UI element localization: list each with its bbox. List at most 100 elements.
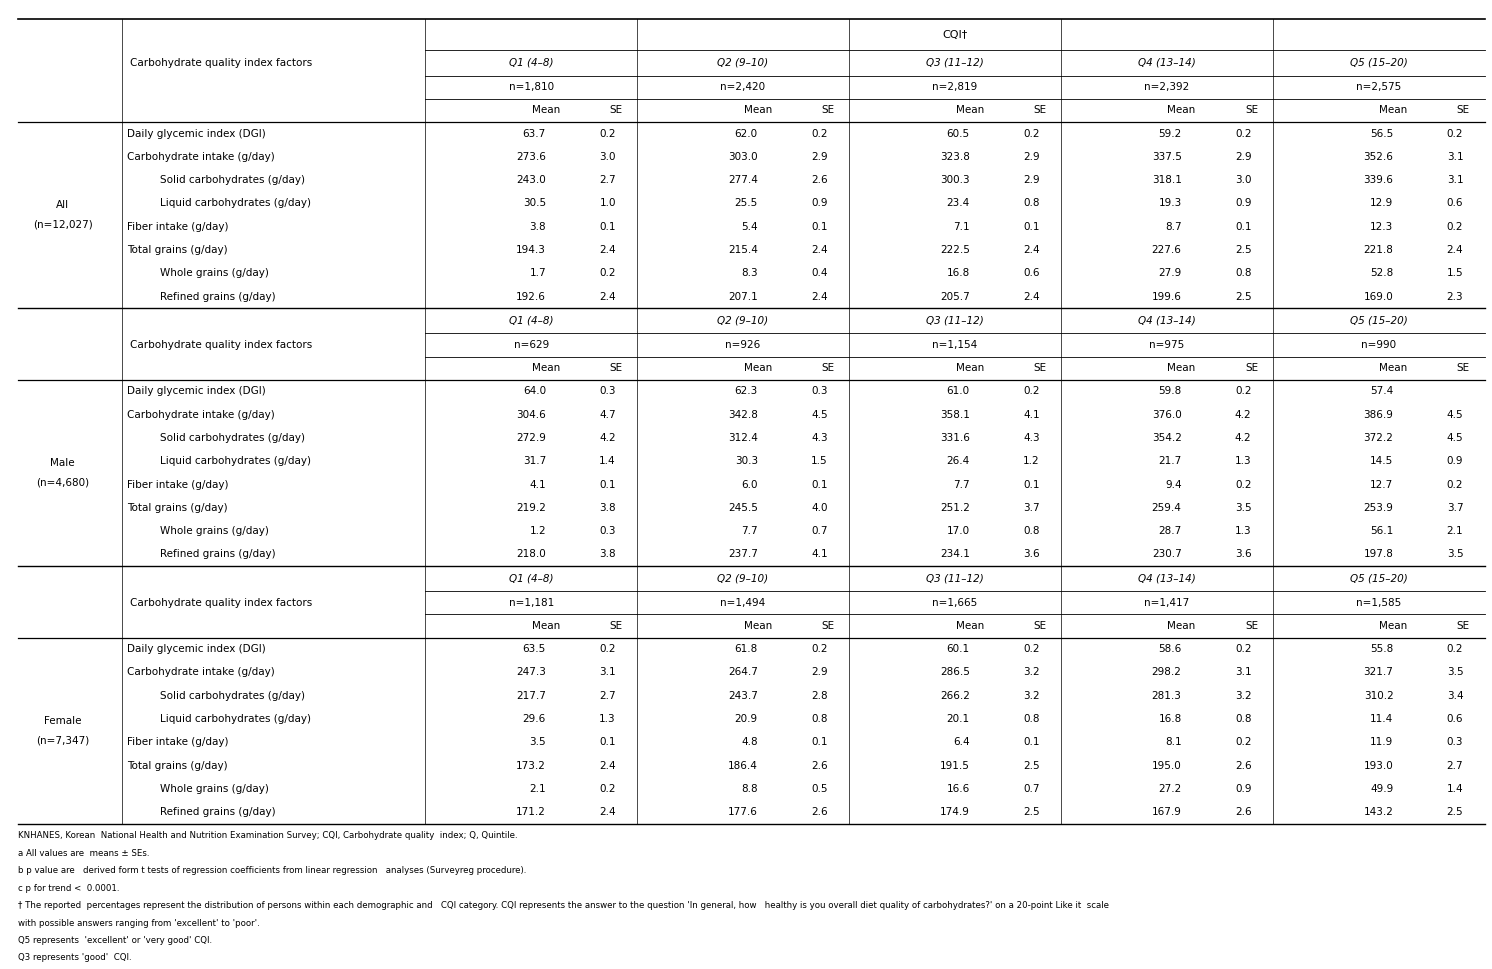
Text: 3.0: 3.0 (1235, 175, 1252, 185)
Text: 3.1: 3.1 (1235, 668, 1252, 677)
Text: 3.5: 3.5 (1447, 549, 1464, 559)
Text: 0.2: 0.2 (600, 129, 616, 139)
Text: SE: SE (1456, 621, 1470, 631)
Text: 2.4: 2.4 (1024, 245, 1040, 255)
Text: 60.5: 60.5 (946, 129, 970, 139)
Text: Q5 represents  'excellent' or 'very good' CQI.: Q5 represents 'excellent' or 'very good'… (18, 936, 212, 945)
Text: 60.1: 60.1 (946, 644, 970, 654)
Text: 0.2: 0.2 (1235, 737, 1252, 747)
Text: 63.5: 63.5 (522, 644, 546, 654)
Text: 23.4: 23.4 (946, 199, 970, 208)
Text: 4.3: 4.3 (1024, 433, 1040, 443)
Text: 3.4: 3.4 (1447, 691, 1464, 701)
Text: Carbohydrate intake (g/day): Carbohydrate intake (g/day) (127, 152, 275, 162)
Text: n=2,575: n=2,575 (1356, 82, 1401, 92)
Text: 0.2: 0.2 (1235, 644, 1252, 654)
Text: Q1 (4–8): Q1 (4–8) (509, 316, 554, 326)
Text: 1.4: 1.4 (1447, 784, 1464, 794)
Text: Whole grains (g/day): Whole grains (g/day) (160, 526, 269, 536)
Text: (n=7,347): (n=7,347) (36, 735, 90, 745)
Text: Liquid carbohydrates (g/day): Liquid carbohydrates (g/day) (160, 199, 310, 208)
Text: c p for trend <  0.0001.: c p for trend < 0.0001. (18, 884, 119, 892)
Text: 193.0: 193.0 (1364, 761, 1394, 770)
Text: 323.8: 323.8 (940, 152, 970, 162)
Text: 376.0: 376.0 (1152, 410, 1182, 420)
Text: 3.8: 3.8 (600, 549, 616, 559)
Text: Q2 (9–10): Q2 (9–10) (718, 574, 768, 583)
Text: 8.8: 8.8 (742, 784, 758, 794)
Text: 17.0: 17.0 (946, 526, 970, 536)
Text: 0.1: 0.1 (600, 480, 616, 489)
Text: Mean: Mean (531, 363, 560, 373)
Text: Mean: Mean (1379, 621, 1407, 631)
Text: 337.5: 337.5 (1152, 152, 1182, 162)
Text: 1.3: 1.3 (1235, 526, 1252, 536)
Text: 0.9: 0.9 (1235, 784, 1252, 794)
Text: 7.1: 7.1 (953, 222, 970, 232)
Text: 2.6: 2.6 (812, 807, 828, 817)
Text: Q4 (13–14): Q4 (13–14) (1138, 58, 1195, 68)
Text: Q3 (11–12): Q3 (11–12) (927, 316, 983, 326)
Text: Solid carbohydrates (g/day): Solid carbohydrates (g/day) (160, 691, 304, 701)
Text: n=2,819: n=2,819 (932, 82, 977, 92)
Text: SE: SE (821, 106, 834, 115)
Text: 0.9: 0.9 (1235, 199, 1252, 208)
Text: 0.7: 0.7 (812, 526, 828, 536)
Text: SE: SE (609, 106, 622, 115)
Text: 8.7: 8.7 (1165, 222, 1182, 232)
Text: 318.1: 318.1 (1152, 175, 1182, 185)
Text: 4.2: 4.2 (1235, 410, 1252, 420)
Text: 273.6: 273.6 (516, 152, 546, 162)
Text: † The reported  percentages represent the distribution of persons within each de: † The reported percentages represent the… (18, 901, 1109, 910)
Text: 2.5: 2.5 (1447, 807, 1464, 817)
Text: 272.9: 272.9 (516, 433, 546, 443)
Text: 61.0: 61.0 (946, 387, 970, 396)
Text: CQI†: CQI† (943, 30, 967, 40)
Text: 218.0: 218.0 (516, 549, 546, 559)
Text: n=1,494: n=1,494 (721, 598, 765, 608)
Text: 0.2: 0.2 (1024, 387, 1040, 396)
Text: 0.1: 0.1 (1235, 222, 1252, 232)
Text: 342.8: 342.8 (728, 410, 758, 420)
Text: n=629: n=629 (513, 340, 549, 350)
Text: 0.2: 0.2 (1024, 644, 1040, 654)
Text: 3.2: 3.2 (1235, 691, 1252, 701)
Text: 247.3: 247.3 (516, 668, 546, 677)
Text: n=1,181: n=1,181 (509, 598, 554, 608)
Text: SE: SE (1244, 621, 1258, 631)
Text: 30.3: 30.3 (734, 456, 758, 466)
Text: 0.2: 0.2 (812, 644, 828, 654)
Text: n=1,810: n=1,810 (509, 82, 554, 92)
Text: 2.3: 2.3 (1447, 292, 1464, 301)
Text: 2.4: 2.4 (600, 245, 616, 255)
Text: 0.1: 0.1 (812, 480, 828, 489)
Text: 4.3: 4.3 (812, 433, 828, 443)
Text: n=926: n=926 (725, 340, 761, 350)
Text: 0.4: 0.4 (812, 268, 828, 278)
Text: 2.5: 2.5 (1024, 807, 1040, 817)
Text: 2.1: 2.1 (530, 784, 546, 794)
Text: 55.8: 55.8 (1370, 644, 1394, 654)
Text: SE: SE (1032, 363, 1046, 373)
Text: 253.9: 253.9 (1364, 503, 1394, 513)
Text: Mean: Mean (955, 363, 983, 373)
Text: 12.7: 12.7 (1370, 480, 1394, 489)
Text: SE: SE (1032, 621, 1046, 631)
Text: Refined grains (g/day): Refined grains (g/day) (160, 549, 275, 559)
Text: 0.2: 0.2 (1447, 222, 1464, 232)
Text: 230.7: 230.7 (1152, 549, 1182, 559)
Text: Whole grains (g/day): Whole grains (g/day) (160, 268, 269, 278)
Text: 0.8: 0.8 (1235, 714, 1252, 724)
Text: 3.6: 3.6 (1235, 549, 1252, 559)
Text: SE: SE (609, 363, 622, 373)
Text: SE: SE (609, 621, 622, 631)
Text: Total grains (g/day): Total grains (g/day) (127, 245, 227, 255)
Text: 4.5: 4.5 (812, 410, 828, 420)
Text: Refined grains (g/day): Refined grains (g/day) (160, 292, 275, 301)
Text: 2.6: 2.6 (1235, 807, 1252, 817)
Text: Q5 (15–20): Q5 (15–20) (1350, 574, 1407, 583)
Text: 259.4: 259.4 (1152, 503, 1182, 513)
Text: with possible answers ranging from 'excellent' to 'poor'.: with possible answers ranging from 'exce… (18, 919, 260, 927)
Text: Q3 (11–12): Q3 (11–12) (927, 58, 983, 68)
Text: 0.2: 0.2 (600, 644, 616, 654)
